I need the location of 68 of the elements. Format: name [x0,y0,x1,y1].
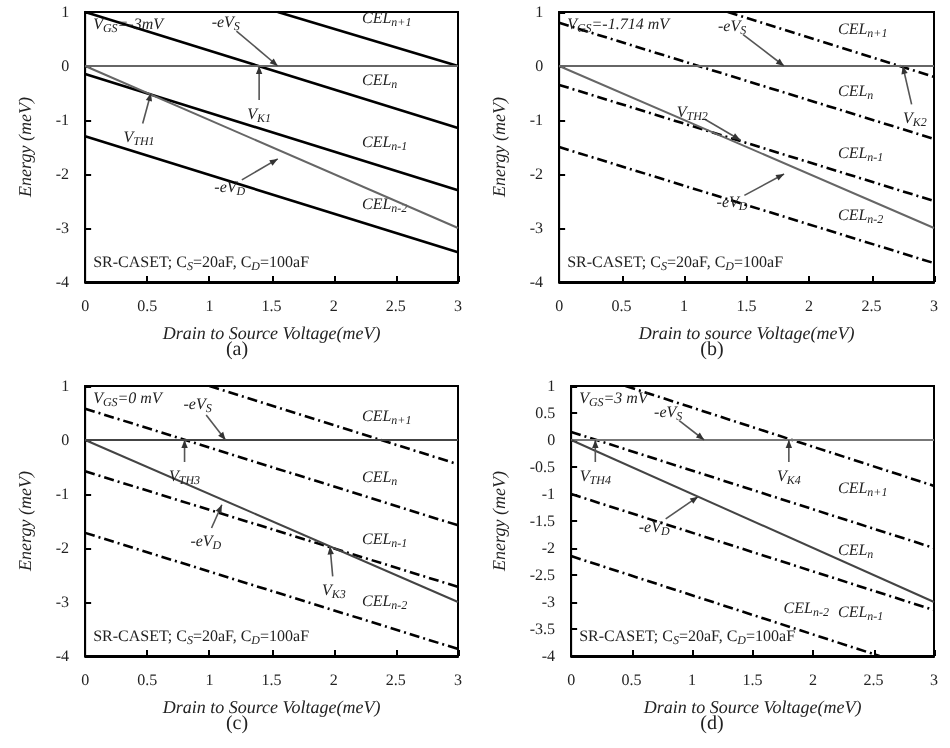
text: (d) [700,713,724,735]
y-tick-label: -2 [541,539,556,557]
y-axis-title: Energy (meV) [15,471,35,573]
y-axis-title: Energy (meV) [489,97,509,199]
x-tick-label: 1.5 [742,671,763,689]
y-tick-label: 0 [535,57,544,75]
y-tick-label: -2 [55,165,70,183]
y-tick-label: 0 [547,431,556,449]
x-tick-label: 1 [688,671,697,689]
y-tick-label: 0.5 [535,404,556,422]
y-tick-label: -1 [529,111,544,129]
text: (b) [700,339,724,361]
y-axis-title: Energy (meV) [15,97,35,199]
y-tick-label: -2 [529,165,544,183]
x-tick-label: 2 [329,671,338,689]
y-tick-label: -4 [55,273,70,291]
x-axis-title: Drain to Source Voltage(meV) [160,696,381,717]
x-tick-label: 2 [805,297,814,315]
y-tick-label: 1 [61,377,70,395]
x-tick-label: 2.5 [861,297,882,315]
y-tick-label: -3 [529,219,544,237]
y-tick-label: -4 [529,273,544,291]
text: (a) [225,339,249,361]
x-tick-label: 0.5 [611,297,632,315]
x-tick-label: 3 [930,671,938,689]
x-tick-label: 0.5 [621,671,642,689]
y-tick-label: -1.5 [529,512,556,530]
x-tick-label: 1 [205,297,214,315]
y-tick-label: -2.5 [529,566,556,584]
x-tick-label: 2 [809,671,818,689]
x-tick-label: 0.5 [137,297,158,315]
x-tick-label: 1 [680,297,689,315]
y-tick-label: -3 [55,593,70,611]
x-tick-label: 2.5 [863,671,884,689]
y-tick-label: -4 [55,647,70,665]
x-tick-label: 3 [930,297,938,315]
x-axis-title: Drain to source Voltage(meV) [636,322,855,343]
x-tick-label: 1.5 [261,297,282,315]
x-tick-label: 3 [454,297,462,315]
y-tick-label: 1 [61,3,70,21]
x-axis-title: Drain to Source Voltage(meV) [641,696,862,717]
x-tick-label: 2 [329,297,338,315]
y-tick-label: -1 [55,111,70,129]
x-tick-label: 0 [567,671,576,689]
y-tick-label: -4 [541,647,556,665]
y-tick-label: 0 [61,57,70,75]
x-tick-label: 0 [81,297,90,315]
y-tick-label: -3.5 [529,620,556,638]
x-tick-label: 0.5 [137,671,158,689]
y-tick-label: -3 [541,593,556,611]
y-tick-label: -0.5 [529,458,556,476]
y-tick-label: 1 [547,377,556,395]
y-tick-label: -1 [541,485,556,503]
x-tick-label: 0 [81,671,90,689]
x-tick-label: 3 [454,671,462,689]
y-tick-label: -3 [55,219,70,237]
y-tick-label: 1 [535,3,544,21]
text: (c) [225,713,249,735]
x-tick-label: 2.5 [385,671,406,689]
x-tick-label: 1.5 [261,671,282,689]
x-tick-label: 1 [205,671,214,689]
x-tick-label: 1.5 [736,297,757,315]
y-tick-label: 0 [61,431,70,449]
y-tick-label: -1 [55,485,70,503]
y-tick-label: -2 [55,539,70,557]
y-axis-title: Energy (meV) [489,471,509,573]
x-axis-title: Drain to Source Voltage(meV) [160,322,381,343]
x-tick-label: 2.5 [385,297,406,315]
